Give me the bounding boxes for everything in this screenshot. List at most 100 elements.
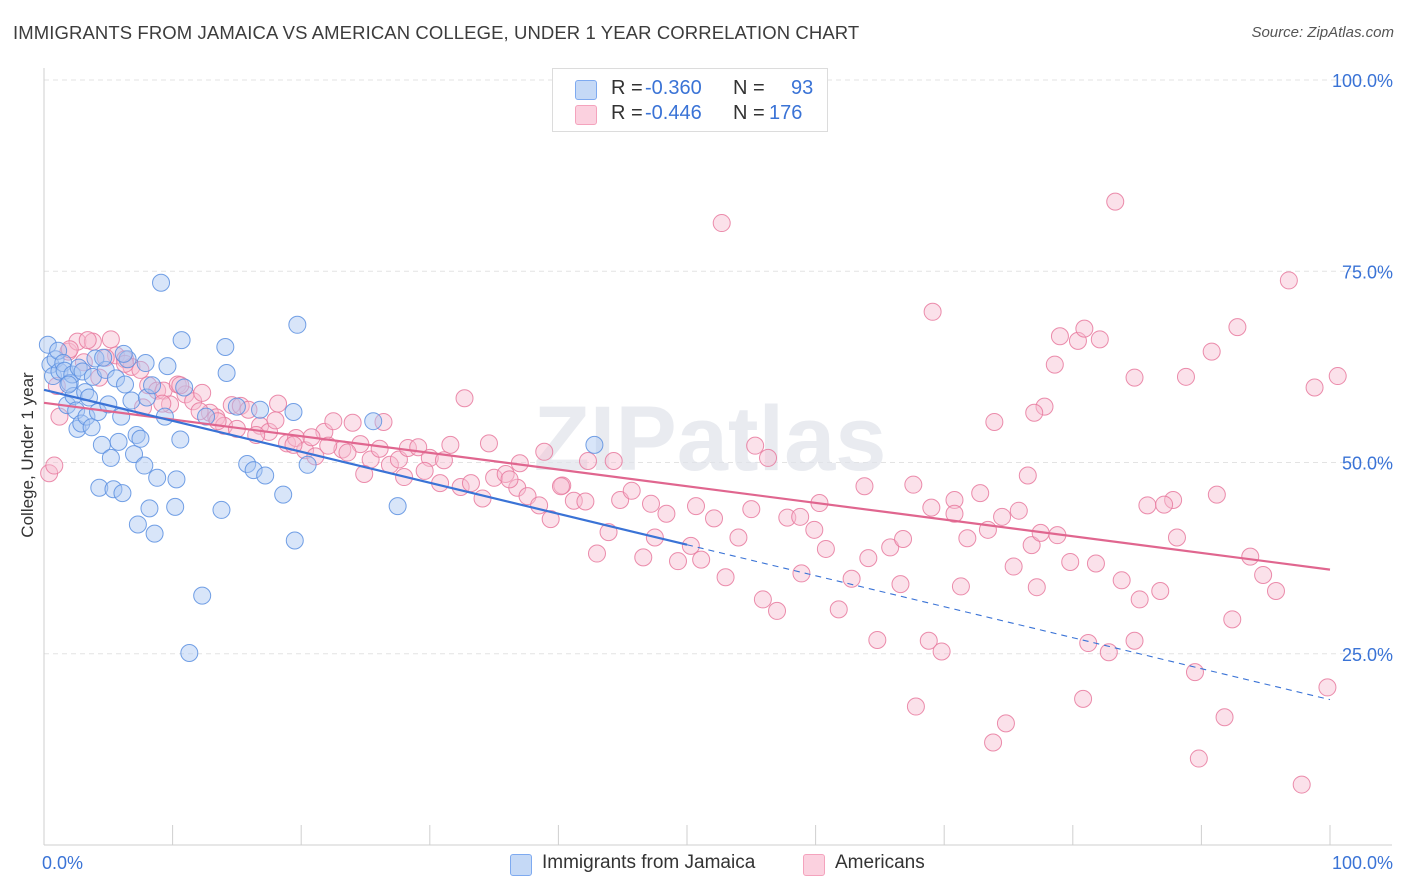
americans-point [1266, 582, 1285, 601]
y-axis-label: College, Under 1 year [18, 372, 37, 538]
americans-point [923, 302, 942, 321]
y-tick-label: 25.0% [1342, 645, 1393, 665]
americans-point [441, 435, 460, 454]
jamaica-point [171, 430, 190, 449]
americans-point [657, 504, 676, 523]
n-value: 176 [769, 102, 803, 124]
americans-point [1022, 536, 1041, 555]
jamaica-point [109, 432, 128, 451]
americans-point [1025, 403, 1044, 422]
americans-point [945, 504, 964, 523]
americans-point [1207, 485, 1226, 504]
americans-point [951, 577, 970, 596]
americans-point [338, 443, 357, 462]
americans-point [1074, 689, 1093, 708]
americans-point [906, 697, 925, 716]
n-value: 93 [791, 77, 814, 99]
americans-point [535, 442, 554, 461]
americans-point [1061, 552, 1080, 571]
jamaica-point [298, 455, 317, 474]
jamaica-point [101, 448, 120, 467]
jamaica-point [288, 315, 307, 334]
jamaica-point [131, 429, 150, 448]
jamaica-point [38, 335, 57, 354]
jamaica-point [197, 407, 216, 426]
americans-point [541, 510, 560, 529]
jamaica-point [148, 468, 167, 487]
americans-point [1167, 528, 1186, 547]
jamaica-point [140, 499, 159, 518]
jamaica-point [128, 515, 147, 534]
legend-row-jamaica: R = -0.360 N = 93 [575, 77, 815, 101]
americans-point [1125, 631, 1144, 650]
americans-point [1215, 708, 1234, 727]
americans-point [1009, 501, 1028, 520]
americans-point [1050, 327, 1069, 346]
americans-point [768, 601, 787, 620]
americans-point [1090, 330, 1109, 349]
americans-point [692, 550, 711, 569]
n-label: N = [733, 77, 765, 99]
americans-point [668, 552, 687, 571]
correlation-legend: R = -0.360 N = 93 R = -0.446 N = 176 [552, 68, 828, 132]
jamaica-point [73, 362, 92, 381]
americans-point [319, 436, 338, 455]
americans-point [958, 529, 977, 548]
americans-point [712, 214, 731, 233]
americans-point [355, 464, 374, 483]
jamaica-point [180, 643, 199, 662]
americans-point [1112, 571, 1131, 590]
americans-point [622, 481, 641, 500]
jamaica-point [193, 586, 212, 605]
americans-point [984, 733, 1003, 752]
jamaica-point [152, 273, 171, 292]
legend-item-americans: Americans [803, 851, 953, 877]
americans-point [415, 461, 434, 480]
watermark: ZIPatlas [534, 388, 887, 490]
americans-point [932, 642, 951, 661]
y-tick-label: 50.0% [1342, 454, 1393, 474]
y-tick-label: 100.0% [1332, 71, 1393, 91]
jamaica-point [82, 418, 101, 437]
americans-point [753, 590, 772, 609]
jamaica-point [86, 349, 105, 368]
americans-point [891, 575, 910, 594]
axes [43, 68, 1392, 846]
americans-point [287, 429, 306, 448]
jamaica-point [212, 500, 231, 519]
americans-point [1202, 342, 1221, 361]
jamaica-point [172, 331, 191, 350]
americans-point [868, 630, 887, 649]
americans-point [742, 500, 761, 519]
grid-lines [44, 79, 1392, 655]
americans-point [193, 383, 212, 402]
americans-point [805, 520, 824, 539]
jamaica-point [122, 391, 141, 410]
americans-point [1155, 495, 1174, 514]
americans-point [324, 412, 343, 431]
jamaica-point [107, 369, 126, 388]
legend-swatch-jamaica [510, 854, 532, 876]
americans-point [1318, 678, 1337, 697]
legend-label-americans: Americans [835, 852, 925, 873]
americans-point [1176, 367, 1195, 386]
americans-point [1305, 378, 1324, 397]
americans-point [500, 470, 519, 489]
americans-point [1292, 775, 1311, 794]
americans-point [101, 330, 120, 349]
chart-title: IMMIGRANTS FROM JAMAICA VS AMERICAN COLL… [13, 22, 860, 43]
americans-point [1164, 490, 1183, 509]
americans-point [1138, 496, 1157, 515]
americans-point [971, 484, 990, 503]
legend-label-jamaica: Immigrants from Jamaica [542, 852, 756, 873]
americans-point [716, 568, 735, 587]
jamaica-point [167, 470, 186, 489]
americans-point [919, 631, 938, 650]
americans-point [746, 436, 765, 455]
r-value: -0.446 [645, 102, 702, 124]
americans-point [859, 549, 878, 568]
watermark-text: ZIPatlas [534, 388, 887, 490]
jamaica-point [585, 435, 604, 454]
americans-point [759, 448, 778, 467]
